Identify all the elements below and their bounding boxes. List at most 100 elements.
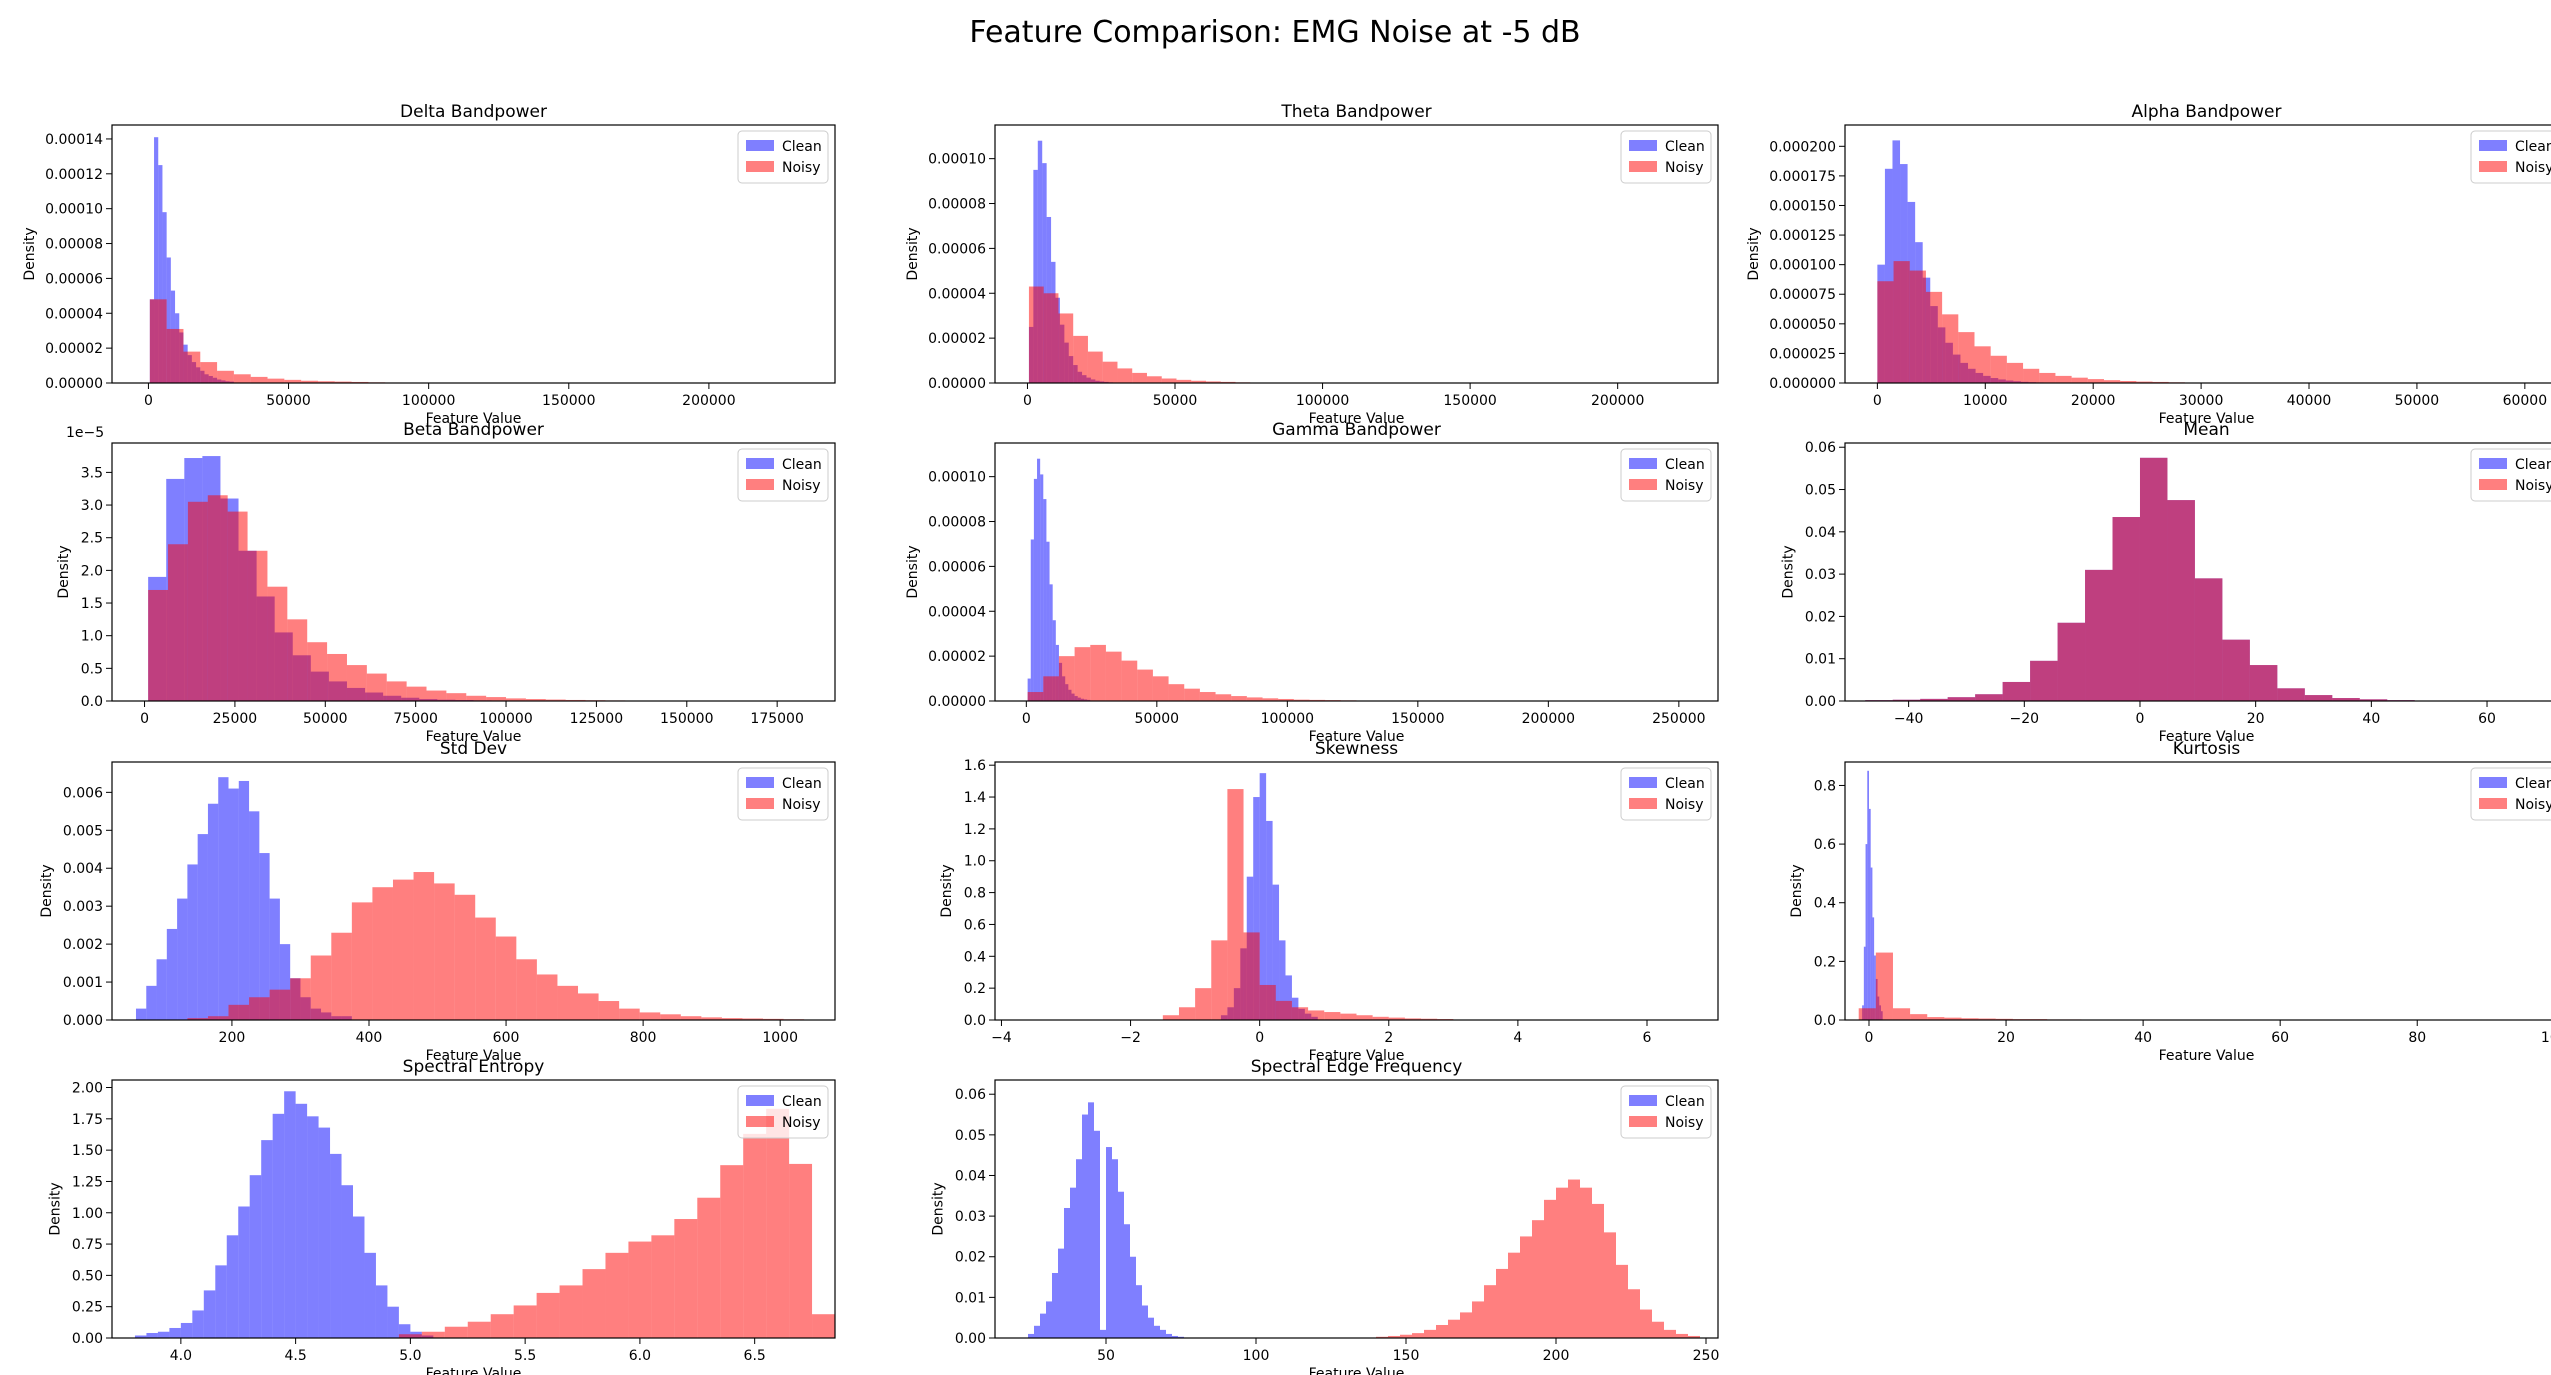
histogram-bar-noisy	[1388, 1017, 1405, 1020]
x-tick-label: 150000	[542, 393, 595, 409]
histogram-bar-noisy	[1388, 1335, 1400, 1338]
histogram-bar-noisy	[1195, 988, 1212, 1020]
histogram-bar-noisy	[1178, 1007, 1196, 1020]
y-tick-label: 0.00008	[45, 237, 103, 253]
y-tick-label: 1.6	[964, 758, 986, 774]
subplot-title: Spectral Entropy	[403, 1057, 545, 1077]
histogram-bar-noisy	[207, 495, 228, 701]
histogram-bar-noisy	[1259, 984, 1276, 1020]
histogram-bar-clean	[1124, 1224, 1130, 1338]
legend-swatch-noisy	[746, 161, 774, 172]
histogram-bar-clean	[261, 1140, 273, 1338]
histogram-bar-noisy	[1640, 1309, 1652, 1338]
histogram-bar-noisy	[1893, 261, 1910, 383]
x-tick-label: 25000	[213, 711, 258, 727]
histogram-bars	[148, 456, 825, 701]
y-axis-label: Density	[39, 864, 55, 917]
legend-swatch-noisy	[746, 1116, 774, 1127]
histogram-bar-noisy	[536, 974, 558, 1020]
y-tick-label: 0.01	[955, 1290, 986, 1306]
histogram-bar-noisy	[1652, 1321, 1664, 1338]
legend-label-clean: Clean	[782, 457, 822, 473]
y-tick-label: 0.00010	[928, 470, 986, 486]
histogram-bar-noisy	[1058, 313, 1074, 383]
histogram-bar-noisy	[1616, 1264, 1628, 1338]
histogram-bar-clean	[166, 257, 171, 383]
histogram-bar-clean	[1272, 884, 1280, 1020]
x-tick-label: 20	[2247, 711, 2265, 727]
y-tick-label: 0.003	[63, 899, 103, 915]
axes-frame	[1844, 124, 2551, 384]
series-noisy	[187, 872, 825, 1020]
histogram-bar-noisy	[1556, 1187, 1568, 1338]
histogram-bar-noisy	[1293, 699, 1310, 701]
x-tick-label: 2	[1384, 1030, 1393, 1046]
x-tick-label: 20000	[2071, 393, 2116, 409]
subplot-title: Gamma Bandpower	[1272, 420, 1441, 440]
series-noisy	[1162, 789, 1454, 1020]
histogram-bar-clean	[1870, 867, 1873, 1020]
histogram-bar-noisy	[2139, 457, 2168, 701]
histogram-bar-noisy	[421, 1331, 445, 1338]
histogram-bar-clean	[1130, 1256, 1136, 1338]
histogram-bar-clean	[1872, 917, 1875, 1020]
legend-swatch-noisy	[746, 479, 774, 490]
histogram-bar-clean	[1874, 955, 1876, 1020]
y-tick-label: 1.2	[964, 822, 986, 838]
histogram-bar-noisy	[1484, 1285, 1496, 1338]
histogram-bar-noisy	[1909, 270, 1926, 383]
histogram-bar-noisy	[559, 1285, 583, 1338]
x-tick-label: 80	[2408, 1030, 2426, 1046]
histogram-bar-clean	[1064, 1207, 1070, 1338]
x-tick-label: 50000	[303, 711, 348, 727]
histogram-bar-noisy	[1448, 1319, 1460, 1338]
x-tick-label: 100	[1243, 1348, 1270, 1364]
histogram-bar-clean	[1100, 1329, 1106, 1338]
y-tick-label: 0.02	[1805, 609, 1836, 625]
x-axis-label: Feature Value	[426, 411, 522, 427]
histogram-bar-noisy	[2136, 381, 2153, 383]
y-tick-label: 0.5	[81, 661, 103, 677]
histogram-bar-noisy	[228, 1004, 250, 1020]
histogram-bar-noisy	[1275, 1000, 1292, 1020]
histogram-bar-clean	[1118, 1191, 1124, 1338]
y-tick-label: 0.75	[72, 1237, 103, 1253]
x-tick-label: 4.0	[170, 1348, 192, 1364]
y-axis-label: Density	[931, 1182, 947, 1235]
histogram-bar-noisy	[2039, 372, 2056, 383]
y-tick-label: 1.75	[72, 1112, 103, 1128]
histogram-bar-clean	[318, 1127, 331, 1338]
histogram-bar-noisy	[1910, 1014, 1928, 1020]
subplot-std-dev: Std Dev 200 400 600 800 1000 0.000 0.001 0.002 0.…	[39, 739, 836, 1064]
histogram-bar-clean	[1285, 975, 1292, 1020]
histogram-bar-clean	[1865, 844, 1868, 1020]
histogram-bar-clean	[1030, 539, 1034, 701]
subplot-delta-bandpower: Delta Bandpower 0 50000 100000 150000 200000 0…	[22, 102, 836, 427]
axes-frame	[1844, 442, 2551, 702]
histogram-bar-noisy	[720, 1165, 744, 1338]
legend-swatch-noisy	[2479, 161, 2507, 172]
histogram-bar-clean	[1049, 584, 1053, 701]
x-tick-label: 40	[2362, 711, 2380, 727]
histogram-bar-noisy	[1211, 940, 1228, 1020]
histogram-bar-noisy	[812, 1314, 835, 1338]
histogram-bar-clean	[1055, 644, 1059, 701]
legend-swatch-noisy	[2479, 798, 2507, 809]
histogram-bar-noisy	[2030, 660, 2058, 701]
histogram-bar-noisy	[2103, 380, 2121, 383]
subplot-title: Skewness	[1315, 739, 1398, 759]
histogram-bar-clean	[215, 1265, 227, 1338]
y-tick-label: 0.00000	[45, 376, 103, 392]
x-tick-label: −4	[991, 1030, 1012, 1046]
legend-label-clean: Clean	[1665, 1094, 1705, 1110]
subplot-title: Theta Bandpower	[1280, 102, 1431, 122]
histogram-bar-clean	[228, 788, 239, 1020]
histogram-bar-noisy	[217, 370, 234, 383]
histogram-bar-noisy	[486, 697, 507, 701]
y-tick-label: 0.25	[72, 1300, 103, 1316]
histogram-bar-noisy	[1340, 1013, 1357, 1020]
legend-swatch-noisy	[2479, 479, 2507, 490]
histogram-bar-noisy	[148, 589, 169, 701]
histogram-bar-noisy	[1496, 1268, 1508, 1338]
y-tick-label: 0.00002	[928, 331, 986, 347]
